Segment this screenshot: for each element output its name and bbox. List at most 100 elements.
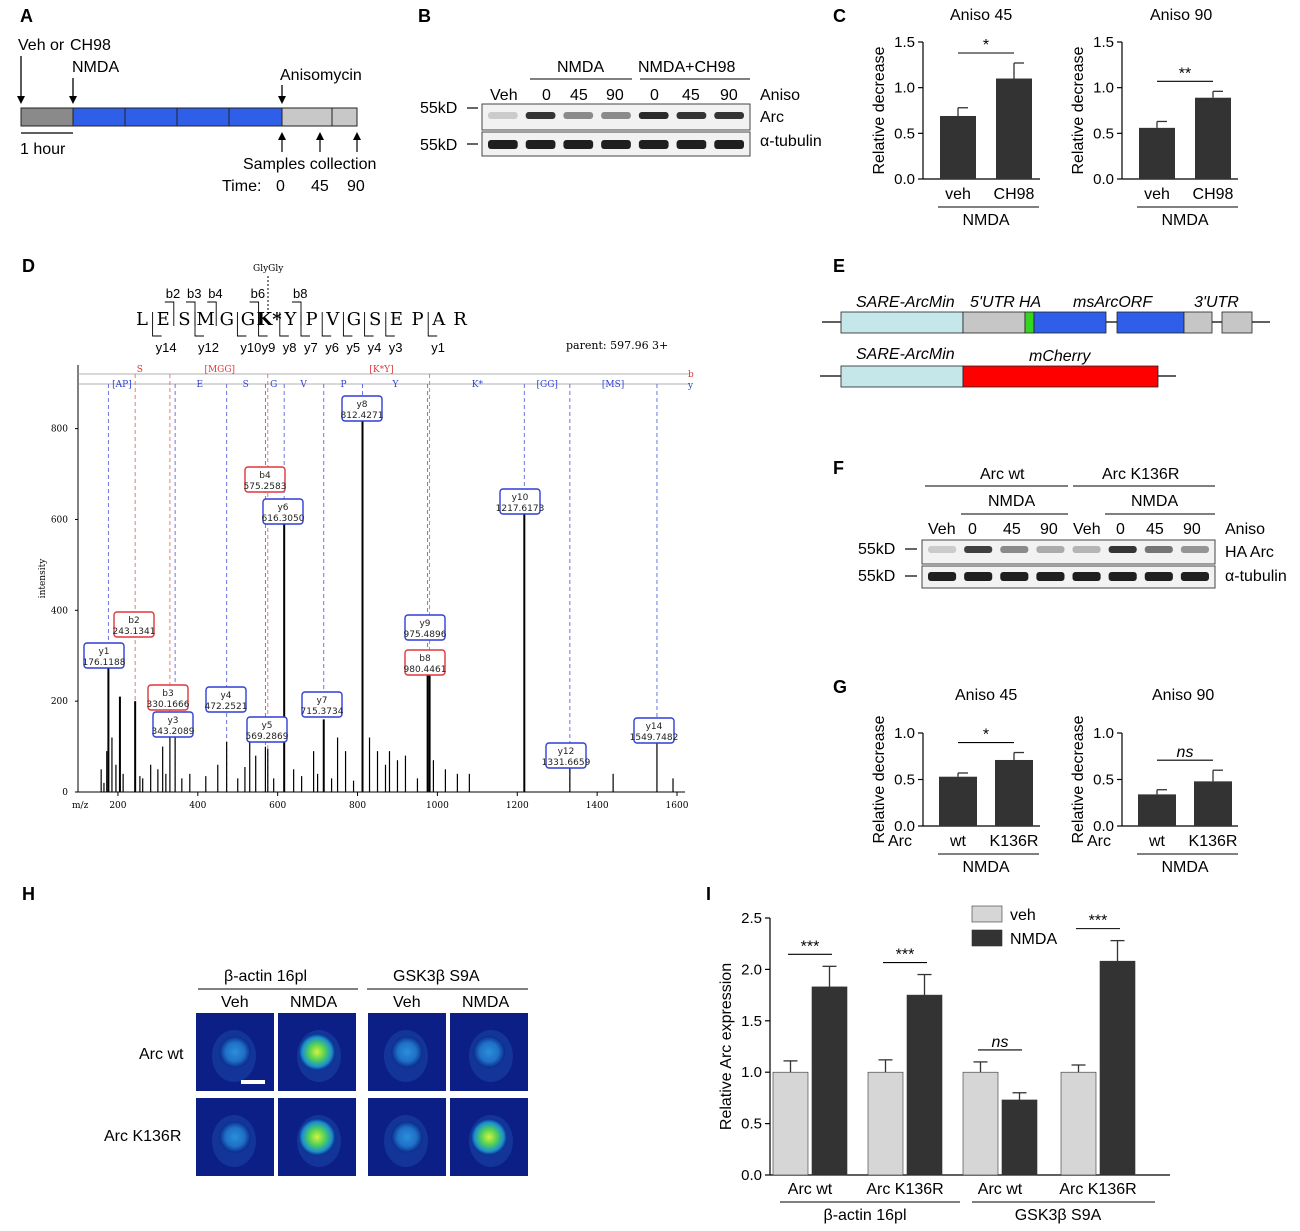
- y-ion-bracket: [194, 312, 204, 337]
- f-row1-label: HA Arc: [1225, 544, 1274, 561]
- x-tick-label: CH98: [994, 186, 1035, 203]
- b-lane-2: 45: [570, 87, 588, 104]
- blot-band-arc: [676, 112, 707, 119]
- b-lane-6: 90: [720, 87, 738, 104]
- d-peak-box: [152, 711, 194, 738]
- d-peak-mz: 243.1341: [113, 627, 156, 637]
- d-y-track-label: Y: [392, 380, 400, 390]
- peptide-residue: G: [220, 309, 234, 330]
- d-x-tick-label: 600: [269, 801, 286, 811]
- y-ion-bracket: [152, 312, 162, 337]
- d-peak-box: [545, 742, 587, 769]
- e-c2-cherry-box: [962, 365, 1159, 388]
- significance-label: **: [1179, 65, 1191, 82]
- panel-f-blot: Arc wt Arc K136R NMDA NMDA Veh 0 45 90 V…: [858, 466, 1287, 589]
- d-y-tick-label: 0: [62, 788, 68, 798]
- h-col-3: Veh: [393, 994, 421, 1011]
- timeline-nmda-segment-1: [72, 107, 126, 127]
- d-y-track-label: S: [243, 380, 249, 390]
- bar: [1138, 794, 1176, 826]
- d-y-track-label: P: [341, 380, 347, 390]
- d-y-series-label: y: [687, 381, 694, 391]
- d-x-tick-label: 1200: [506, 801, 529, 811]
- peptide-residue: V: [325, 309, 340, 330]
- x-tick-label: wt: [1148, 833, 1166, 850]
- sample-arrows: [278, 132, 361, 152]
- e-c1-orf-label: msArcORF: [1073, 294, 1153, 311]
- h-col-4: NMDA: [462, 994, 509, 1011]
- d-y-track-label: [AP]: [112, 380, 132, 390]
- d-peak-box: [262, 498, 304, 525]
- b-ion-label: b8: [293, 286, 307, 301]
- y-tick-label: 0.5: [1093, 772, 1114, 789]
- blot-band-tubulin: [928, 572, 957, 581]
- y-ion-label: y5: [346, 340, 360, 355]
- panel-letter-h: H: [22, 884, 35, 904]
- peptide-residue: L: [136, 309, 148, 330]
- blot-band-arc: [601, 112, 631, 119]
- chart-g-aniso90: Aniso 90 Relative decrease 0.0 0.5 1.0 wt K136…: [1070, 687, 1238, 876]
- h-cell-nucleus: [298, 1118, 336, 1156]
- e-c1-orf-box-1: [1033, 311, 1107, 334]
- i-legend-swatch: [971, 905, 1003, 923]
- d-peak-mz: 1331.6659: [542, 758, 591, 768]
- h-col-2: NMDA: [290, 994, 337, 1011]
- y-ion-label: y10: [240, 340, 261, 355]
- y-tick-label: 0.5: [894, 125, 915, 142]
- h-cell-nucleus: [219, 1121, 251, 1153]
- i-y-tick-label: 2.5: [741, 910, 762, 927]
- y-tick-label: 1.0: [894, 80, 915, 97]
- blot-band-arc: [1180, 546, 1209, 553]
- i-category-label: Arc wt: [788, 1181, 833, 1198]
- d-peak-box: [499, 488, 541, 515]
- d-peak-mz: 575.2583: [244, 482, 287, 492]
- ch98-label: CH98: [70, 37, 111, 54]
- e-c1-ha-label: HA: [1019, 294, 1041, 311]
- f-lane-2: 0: [968, 521, 977, 538]
- panel-letter-f: F: [833, 458, 844, 478]
- blot-band-arc: [1108, 546, 1137, 553]
- panel-letter-a: A: [20, 6, 33, 26]
- peptide-residue: G: [241, 309, 255, 330]
- y-tick-label: 0.0: [1093, 818, 1114, 835]
- e-c1-ha-box: [1024, 311, 1035, 334]
- d-peak-mz: 569.2869: [246, 732, 289, 742]
- time-label: Time:: [222, 178, 261, 195]
- f-nmda2-header: NMDA: [1131, 493, 1178, 510]
- d-peak-mz: 715.3734: [301, 707, 344, 717]
- group-label: NMDA: [1161, 859, 1208, 876]
- d-peak-box: [341, 395, 383, 422]
- timeline-aniso-segment-2: [331, 107, 358, 127]
- panel-letter-c: C: [833, 6, 846, 26]
- i-significance-label: ***: [1089, 913, 1108, 930]
- f-nmda1-header: NMDA: [988, 493, 1035, 510]
- h-cell-nucleus: [298, 1033, 336, 1071]
- b-veh-lane: Veh: [490, 87, 518, 104]
- y-ion-bracket: [385, 312, 395, 337]
- d-peak-mz: 980.4461: [404, 665, 447, 675]
- i-bar-veh: [772, 1071, 809, 1176]
- b-row1-label: Arc: [760, 109, 784, 126]
- peptide-residue: R: [453, 309, 467, 330]
- d-x-axis-label: m/z: [72, 801, 89, 811]
- e-c2-promoter-box: [840, 365, 964, 388]
- y-ion-bracket: [258, 312, 268, 337]
- d-peak-ion: y7: [316, 696, 327, 706]
- d-peak-box: [147, 684, 189, 711]
- chart-title: Aniso 90: [1150, 7, 1212, 24]
- d-y-track-label: K*: [472, 380, 484, 390]
- y-ion-label: y8: [283, 340, 297, 355]
- d-x-tick-label: 200: [109, 801, 126, 811]
- peptide-residue: P: [412, 309, 424, 330]
- blot-band-tubulin: [488, 140, 518, 149]
- d-peak-box: [404, 614, 446, 641]
- anisomycin-label: Anisomycin: [280, 67, 362, 84]
- f-lane-6: 0: [1116, 521, 1125, 538]
- h-row-2: Arc K136R: [104, 1128, 181, 1145]
- d-peak-ion: b8: [419, 654, 431, 664]
- d-peak-ion: y8: [356, 400, 367, 410]
- blot-band-tubulin: [714, 140, 744, 149]
- peptide-residue: S: [369, 309, 381, 330]
- chart-i-expression: Relative Arc expression 0.0 0.5 1.0 1.5 2.0 2.…: [718, 905, 1170, 1224]
